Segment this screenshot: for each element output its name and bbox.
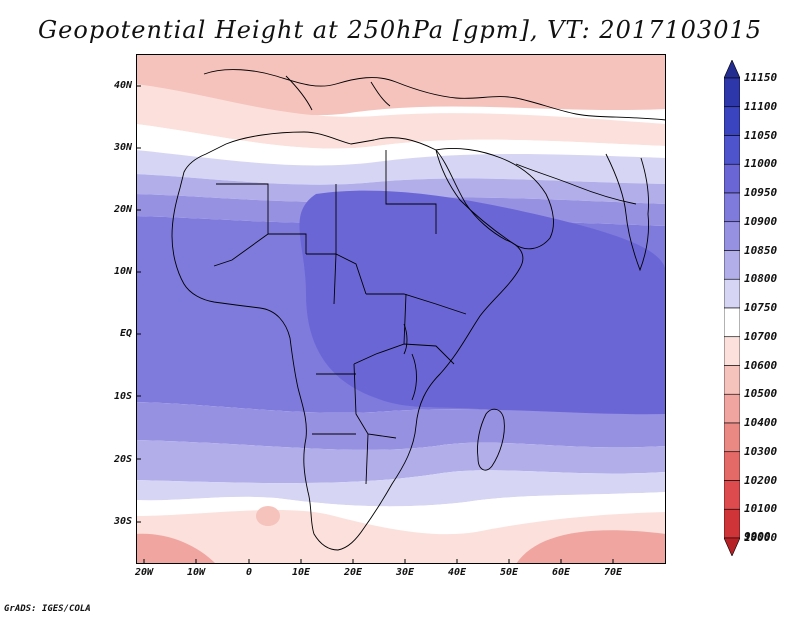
- lon-label: 30E: [395, 567, 415, 578]
- lat-label: 10N: [113, 266, 132, 277]
- credit-label: GrADS: IGES/COLA: [4, 604, 91, 614]
- colorbar-swatch: [724, 422, 740, 453]
- colorbar-level-label: 10200: [744, 473, 778, 487]
- lon-label: 60E: [551, 567, 571, 578]
- lon-ticks: [143, 559, 614, 564]
- field-band-south-white: [136, 492, 666, 535]
- map-panel: [136, 54, 666, 564]
- field-band-south-red: [516, 530, 666, 564]
- field-band-core-dark: [299, 190, 666, 438]
- colorbar-swatch: [724, 451, 740, 481]
- lon-label: 50E: [499, 567, 519, 578]
- colorbar-swatch: [724, 278, 740, 309]
- lat-label: 20N: [113, 204, 132, 215]
- lon-label: 0: [245, 567, 253, 578]
- colorbar-swatch: [724, 336, 740, 366]
- map-frame: [136, 54, 666, 564]
- lat-label: 30N: [113, 142, 132, 153]
- page-title: Geopotential Height at 250hPa [gpm], VT:…: [38, 16, 762, 44]
- colorbar-level-label: 10950: [744, 186, 778, 199]
- lat-label: 10S: [113, 391, 132, 402]
- colorbar-level-label: 10850: [744, 243, 778, 257]
- colorbar-swatch: [724, 480, 740, 510]
- lon-label: 20E: [343, 567, 363, 578]
- field-band-south-lavender: [136, 470, 666, 507]
- field-blob-south-atlantic: [256, 506, 280, 526]
- colorbar-swatch: [724, 221, 740, 251]
- colorbar-level-label: 10100: [744, 502, 778, 516]
- field-band-south-mid: [136, 402, 666, 450]
- field-band-south-light: [136, 440, 666, 484]
- colorbar-swatch: [724, 365, 740, 395]
- lat-label: EQ: [119, 328, 132, 339]
- colorbar-swatch: [724, 393, 740, 424]
- lat-ticks: [136, 85, 141, 523]
- field-band-lightblue: [136, 174, 666, 204]
- field-band-light-red: [136, 54, 666, 116]
- colorbar-bottom-arrow: [724, 537, 740, 556]
- colorbar-level-label: 9900: [744, 530, 771, 543]
- colorbar-level-label: 11000: [744, 157, 778, 171]
- colorbar-swatch: [724, 192, 740, 223]
- colorbar-swatch: [724, 106, 740, 136]
- colorbar-level-label: 10750: [744, 301, 778, 314]
- coastlines: [171, 69, 666, 551]
- colorbar-level-label: 10500: [744, 387, 778, 401]
- colorbar-level-label: 10900: [744, 214, 778, 228]
- field-band-sw-red: [136, 533, 216, 564]
- colorbar-level-label: 11100: [744, 99, 778, 113]
- colorbar: [724, 60, 740, 556]
- colorbar-swatch: [724, 307, 740, 338]
- lat-label: 30S: [113, 516, 132, 527]
- colorbar-swatch: [724, 508, 740, 539]
- lat-label: 20S: [113, 454, 132, 465]
- colorbar-level-label: 10800: [744, 272, 778, 286]
- lon-label: 20W: [134, 567, 154, 578]
- field-band-pale: [136, 84, 666, 149]
- lat-label: 40N: [113, 80, 132, 91]
- colorbar-level-label: 10600: [744, 358, 778, 372]
- lon-label: 70E: [603, 567, 623, 578]
- colorbar-swatch: [724, 135, 740, 165]
- colorbar-swatch: [724, 250, 740, 280]
- colorbar-level-label: 11050: [744, 128, 778, 142]
- lon-label: 10W: [186, 567, 206, 578]
- colorbar-swatch: [724, 77, 740, 108]
- colorbar-level-label: 11150: [744, 71, 778, 84]
- colorbar-level-label: 10400: [744, 416, 778, 429]
- colorbar-swatch: [724, 163, 740, 194]
- colorbar-level-label: 10300: [744, 444, 778, 458]
- field-band-white: [136, 124, 666, 166]
- lon-label: 40E: [447, 567, 467, 578]
- colorbar-level-label: 10700: [744, 329, 778, 343]
- colorbar-top-arrow: [724, 60, 740, 79]
- field-band-lavender: [136, 150, 666, 185]
- colorbar-level-label: 10000: [744, 531, 778, 544]
- lon-label: 10E: [291, 567, 311, 578]
